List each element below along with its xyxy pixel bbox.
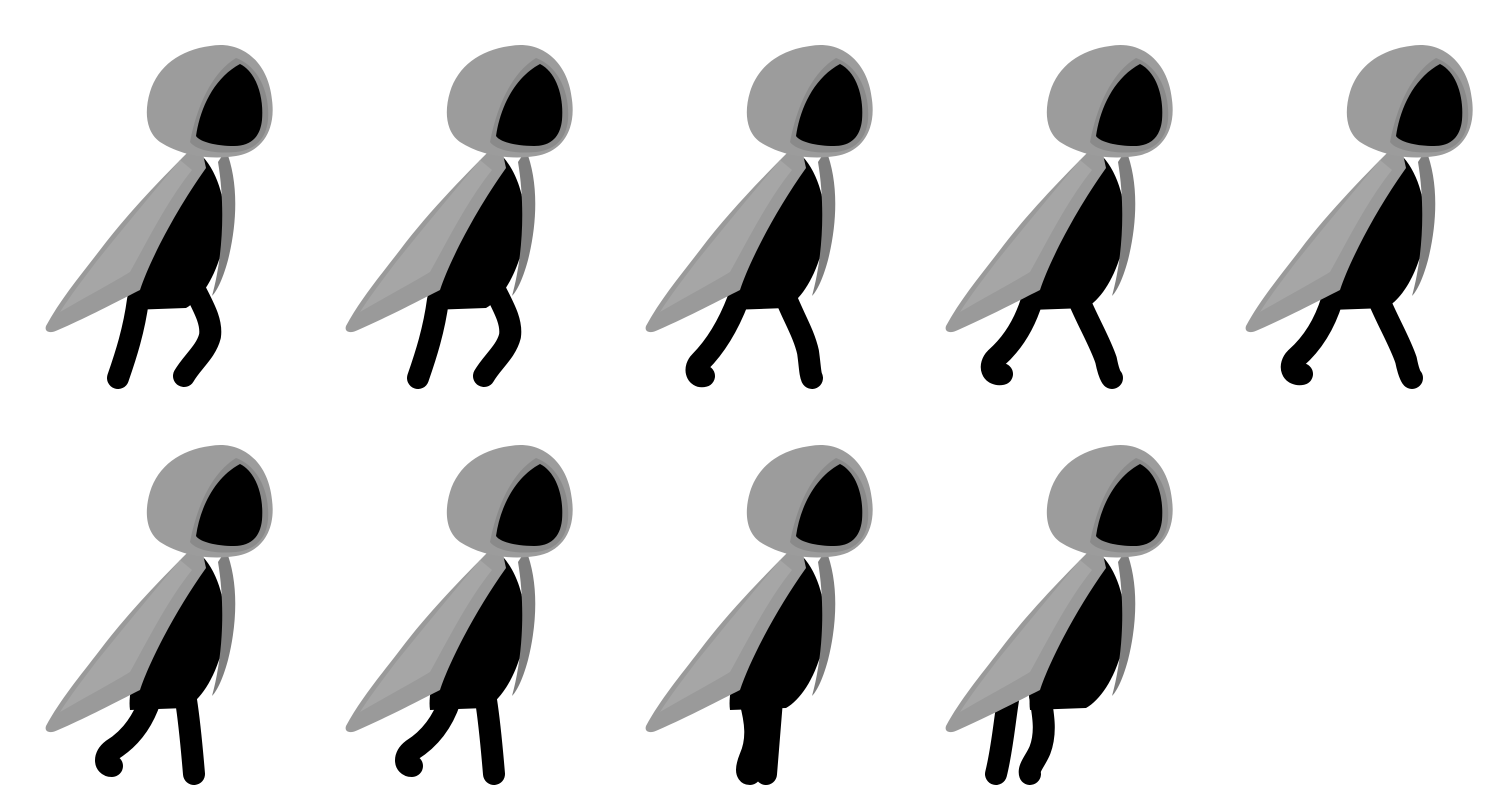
front-leg [755, 689, 783, 785]
hood-void [796, 464, 863, 546]
hooded-figure-1 [45, 44, 273, 389]
cloak-highlight [60, 160, 192, 312]
sprite-frame-2 [300, 0, 600, 400]
hood-void [1096, 464, 1163, 546]
hood-void [496, 64, 563, 146]
torso [729, 150, 825, 310]
cloak-shadow [1412, 150, 1436, 296]
back-leg [985, 689, 1019, 785]
legs [395, 689, 505, 785]
back-leg [407, 289, 449, 389]
cloak-highlight [360, 160, 492, 312]
sprite-frame-9 [900, 400, 1200, 800]
back-leg [980, 289, 1043, 386]
front-leg [173, 281, 222, 387]
hood-void [496, 464, 563, 546]
cloak-highlight [960, 160, 1092, 312]
sprite-frame-8 [600, 400, 900, 800]
cloak-shadow [1112, 550, 1136, 696]
hooded-figure-3 [645, 44, 873, 389]
cloak-shadow [812, 150, 836, 296]
hooded-figure-2 [345, 44, 573, 389]
torso [129, 150, 225, 310]
torso [1329, 150, 1425, 310]
hooded-figure-9 [945, 444, 1173, 785]
cloak-highlight [60, 560, 192, 712]
hood-void [196, 64, 263, 146]
back-leg [95, 689, 161, 777]
hooded-figure-4 [945, 44, 1173, 389]
front-leg [473, 281, 522, 387]
torso [429, 150, 525, 310]
front-leg [1067, 287, 1123, 389]
cloak-highlight [1260, 160, 1392, 312]
sprite-frame-6 [0, 400, 300, 800]
legs [95, 689, 205, 785]
hood-void [1096, 64, 1163, 146]
cloak-highlight [660, 160, 792, 312]
legs [1280, 287, 1423, 389]
sprite-frame-3 [600, 0, 900, 400]
torso [729, 550, 825, 710]
cloak-shadow [212, 150, 236, 296]
cloak-shadow [212, 550, 236, 696]
legs [736, 689, 783, 785]
torso [129, 550, 225, 710]
back-leg [395, 689, 461, 777]
cloak-highlight [960, 560, 1092, 712]
legs [980, 287, 1123, 389]
sprite-frame-7 [300, 400, 600, 800]
back-leg [107, 289, 149, 389]
front-leg [475, 689, 505, 785]
front-leg [175, 689, 205, 785]
sprite-frame-5 [1200, 0, 1500, 400]
front-leg [1018, 685, 1055, 785]
front-leg [1367, 287, 1423, 389]
back-leg [685, 289, 749, 388]
hood-void [1396, 64, 1463, 146]
hooded-figure-5 [1245, 44, 1473, 389]
cloak-shadow [512, 550, 536, 696]
torso [429, 550, 525, 710]
torso [1029, 150, 1125, 310]
hood-void [196, 464, 263, 546]
sprite-frame-1 [0, 0, 300, 400]
torso [1029, 550, 1125, 710]
legs [985, 685, 1055, 785]
sprite-frame-4 [900, 0, 1200, 400]
hooded-figure-6 [45, 444, 273, 785]
cloak-highlight [360, 560, 492, 712]
hooded-figure-8 [645, 444, 873, 785]
cloak-shadow [512, 150, 536, 296]
back-leg [736, 689, 767, 785]
hood-void [796, 64, 863, 146]
cloak-highlight [660, 560, 792, 712]
cloak-shadow [812, 550, 836, 696]
back-leg [1280, 289, 1343, 386]
legs [685, 287, 823, 389]
hooded-figure-7 [345, 444, 573, 785]
front-leg [775, 287, 823, 389]
cloak-shadow [1112, 150, 1136, 296]
